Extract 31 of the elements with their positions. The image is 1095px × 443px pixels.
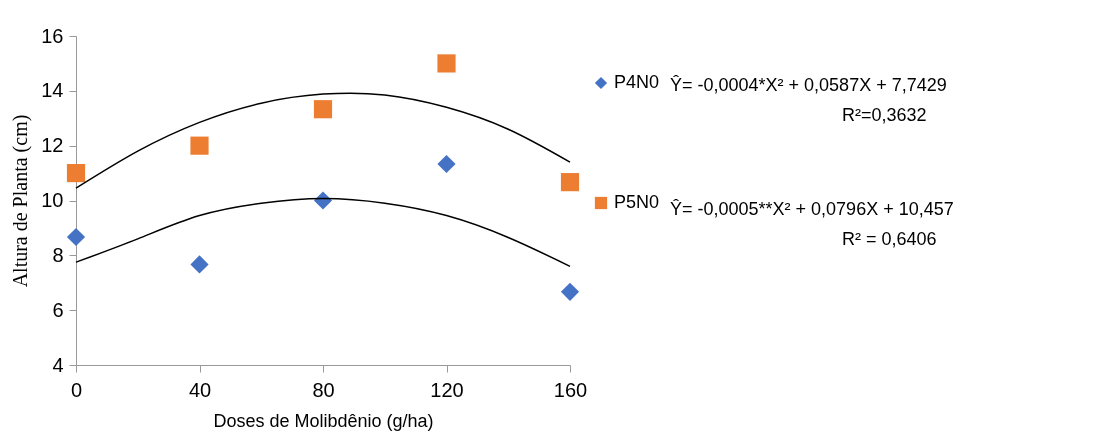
text: Ŷ= -0,0004*X² + 0,0587X + 7,7429 xyxy=(670,75,947,95)
legend-label: P4N0 xyxy=(614,72,660,92)
point xyxy=(66,164,86,183)
y-axis-title: Altura de Planta (cm) xyxy=(9,114,33,288)
text: Ŷ= -0,0005**X² + 0,0796X + 10,457 xyxy=(670,199,954,219)
x-tick-label: 160 xyxy=(553,378,588,401)
point xyxy=(313,100,333,119)
point xyxy=(437,54,456,73)
point xyxy=(560,173,580,192)
x-tick-label: 120 xyxy=(430,378,464,401)
y-tick-label: 8 xyxy=(52,243,64,266)
point xyxy=(437,154,456,174)
x-tick-label: 40 xyxy=(188,378,212,401)
x-axis-title: Doses de Molibdênio (g/ha) xyxy=(213,410,434,431)
y-tick-label: 14 xyxy=(41,79,64,102)
text: R² = 0,6406 xyxy=(842,229,937,249)
y-tick-label: 12 xyxy=(41,134,64,157)
legend-label: P5N0 xyxy=(614,192,660,212)
point xyxy=(190,255,209,274)
x-tick-label: 0 xyxy=(70,378,83,401)
y-tick-label: 16 xyxy=(41,24,64,47)
point xyxy=(190,136,209,155)
y-tick-label: 10 xyxy=(41,189,64,211)
x-tick-label: 80 xyxy=(312,378,335,401)
point xyxy=(313,191,333,210)
point xyxy=(66,227,86,247)
line-series xyxy=(75,92,571,189)
y-tick-label: 6 xyxy=(52,298,64,321)
y-tick-label: 4 xyxy=(52,353,64,376)
point xyxy=(560,282,580,301)
text: R²=0,3632 xyxy=(842,105,927,125)
